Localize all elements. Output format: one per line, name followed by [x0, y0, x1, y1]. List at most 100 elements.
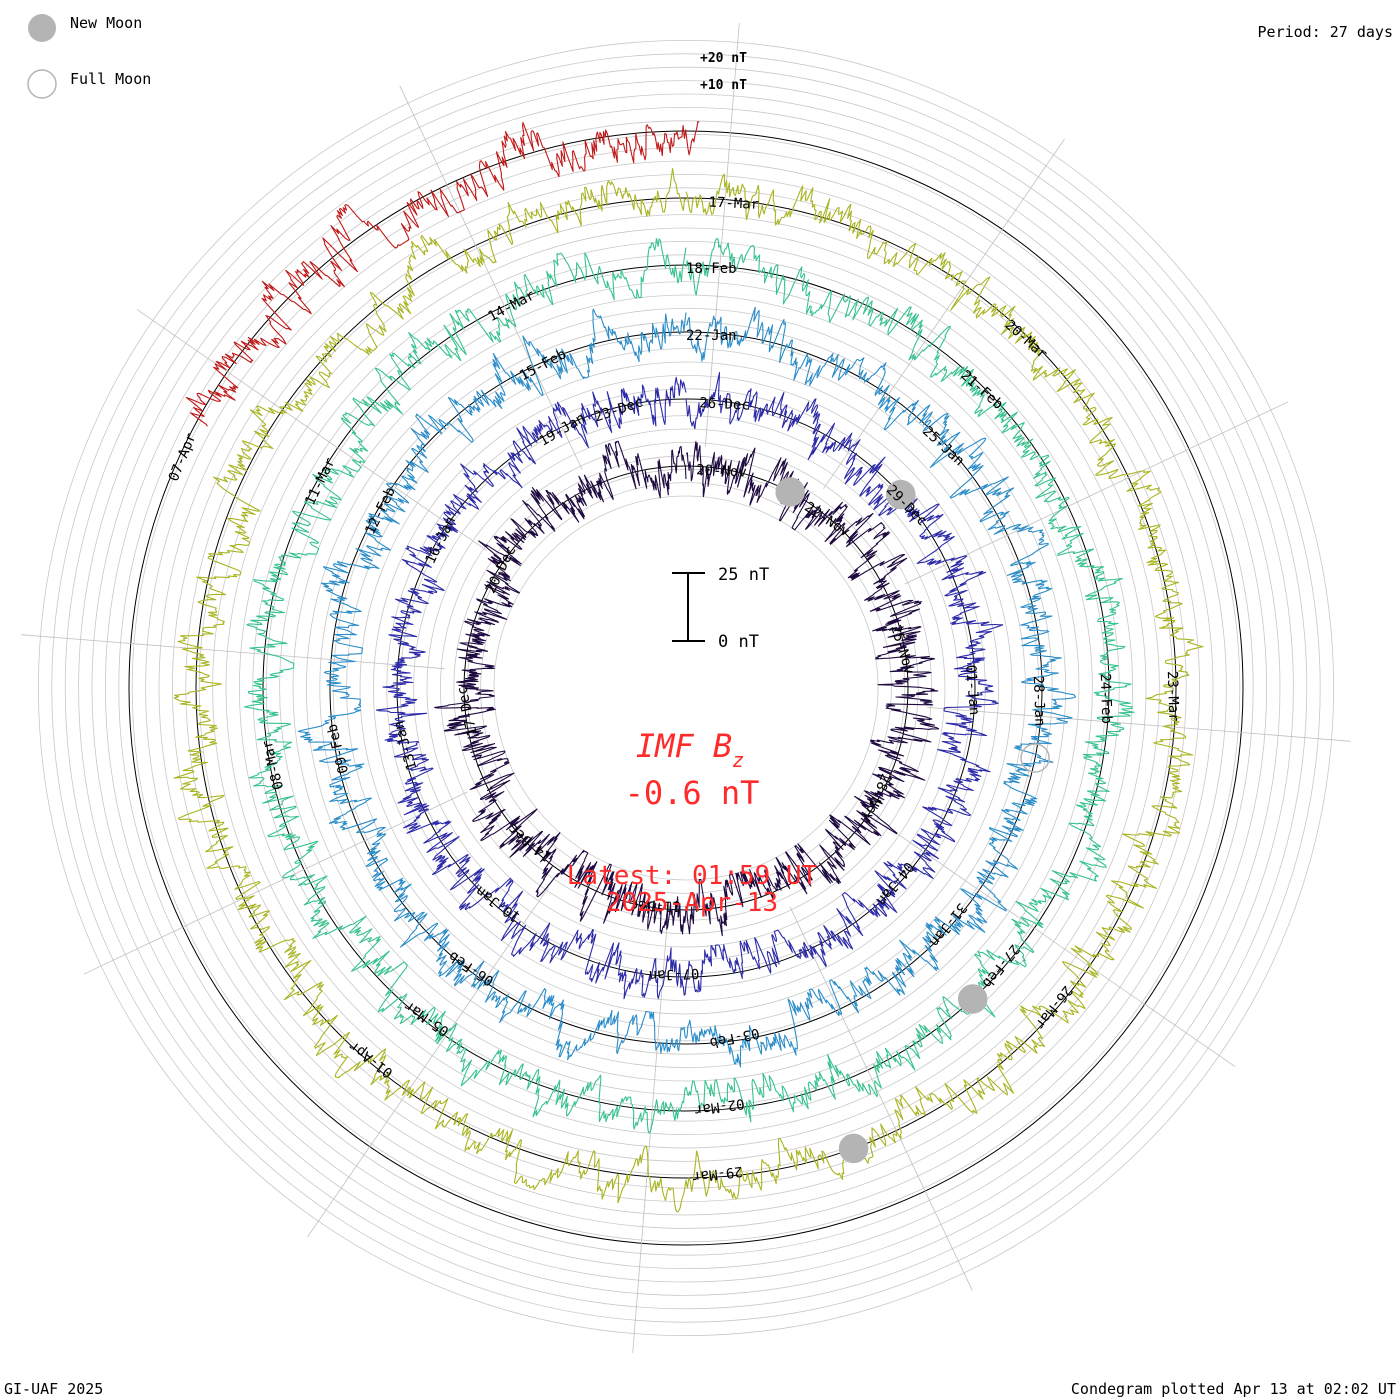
grid-ring [372, 374, 1000, 1002]
baseline-ring [128, 130, 1244, 1246]
series-layer [173, 121, 1204, 1213]
date-label: 19-Jan [537, 410, 589, 450]
grid-ring [185, 187, 1187, 1189]
grid-ring [453, 455, 919, 921]
grid-layer [38, 40, 1334, 1336]
grid-ring [91, 93, 1281, 1283]
grid-ring [38, 40, 1334, 1336]
grid-ring [131, 133, 1241, 1243]
grid-ring [439, 441, 933, 935]
date-label: 29-Mar [691, 1163, 743, 1185]
grid-ring [426, 428, 946, 948]
date-label: 28-Jan [1030, 675, 1048, 726]
grid-ring [158, 160, 1214, 1216]
grid-ring [279, 281, 1093, 1095]
grid-spoke [884, 825, 1236, 1067]
ring-label-plus10: +10 nT [700, 78, 747, 93]
date-label: 14-Mar [486, 287, 538, 325]
center-title: IMF Bz [636, 727, 744, 772]
center-title-subscript: z [732, 748, 744, 772]
new-moon-marker [838, 1133, 869, 1164]
date-label: 27-Feb [979, 941, 1023, 991]
latest-time: Latest: 01:59 UT [567, 861, 818, 891]
date-label: 24-Feb [1097, 673, 1115, 724]
date-label: 01-Apr [346, 1037, 396, 1080]
date-label: 28-Nov [859, 771, 894, 824]
new-moon-icon [28, 14, 56, 42]
grid-ring [172, 174, 1200, 1202]
series-trace-rotation-5 [185, 121, 700, 427]
grid-ring [64, 66, 1308, 1310]
date-label: 23-Mar [1164, 671, 1182, 722]
date-label: 31-Jan [926, 900, 970, 950]
series-trace-rotation-1 [375, 372, 1004, 1000]
grid-ring [252, 254, 1120, 1122]
latest-date: 2025-Apr-13 [606, 888, 778, 918]
new-moon-marker [957, 984, 988, 1014]
full-moon-marker [1020, 743, 1050, 773]
grid-ring [305, 307, 1067, 1069]
date-label: 21-Feb [957, 367, 1006, 412]
series-trace-rotation-0 [434, 440, 940, 937]
date-label: 26-Dec [699, 395, 750, 413]
date-label: 04-Jan [873, 859, 917, 909]
grid-spoke [632, 929, 668, 1353]
date-label: 20-Mar [1002, 317, 1051, 362]
date-label: 01-Jan [962, 664, 982, 716]
grid-ring [78, 80, 1294, 1296]
moon-layer [775, 477, 1050, 1164]
ring-label-plus20: +20 nT [700, 51, 747, 66]
grid-ring [359, 361, 1013, 1015]
date-label: 25-Nov [887, 623, 917, 676]
grid-spoke [307, 886, 549, 1238]
date-label: 17-Mar [708, 195, 759, 213]
full-moon-icon [27, 69, 57, 99]
spoke-layer [21, 23, 1351, 1353]
date-label: 26-Mar [1032, 982, 1076, 1032]
date-label: 02-Mar [693, 1095, 745, 1118]
scale-bar-bottom-label: 0 nT [718, 632, 759, 652]
grid-ring [265, 267, 1107, 1109]
series-trace-rotation-4 [173, 168, 1204, 1213]
grid-ring [332, 334, 1040, 1042]
center-value: -0.6 nT [625, 774, 760, 812]
date-label: 06-Feb [446, 948, 497, 989]
grid-spoke [823, 138, 1065, 490]
date-label: 16-Jan [423, 514, 460, 566]
date-label: 07-Jan [648, 965, 699, 983]
baseline-ring [195, 197, 1177, 1179]
date-label: 07-Apr [166, 431, 200, 484]
grid-ring [212, 214, 1160, 1162]
period-label: Period: 27 days [1258, 23, 1393, 41]
grid-spoke [399, 85, 583, 470]
footer-plot-time: Condegram plotted Apr 13 at 02:02 UT [1071, 1380, 1396, 1398]
new-moon-marker [886, 479, 916, 510]
scale-bar-top-label: 25 nT [718, 565, 769, 585]
date-label: 20-Nov [696, 462, 747, 480]
grid-spoke [904, 401, 1289, 585]
grid-ring [51, 53, 1321, 1323]
grid-ring [225, 227, 1147, 1149]
grid-spoke [789, 906, 973, 1291]
grid-spoke [136, 309, 488, 551]
grid-spoke [83, 791, 468, 975]
series-trace-rotation-3 [244, 237, 1135, 1134]
date-labels: 20-Nov22-Nov25-Nov28-Nov11-Dec14-Dec17-D… [166, 195, 1182, 1185]
center-title-main: IMF B [636, 727, 732, 765]
grid-spoke [704, 23, 740, 447]
grid-ring [118, 120, 1254, 1256]
new-moon-marker [775, 477, 805, 507]
series-trace-rotation-2 [297, 306, 1077, 1068]
scale-bar: 25 nT 0 nT [672, 565, 769, 652]
date-label: 05-Mar [401, 997, 452, 1039]
new-moon-legend-label: New Moon [70, 14, 142, 32]
grid-ring [145, 147, 1227, 1229]
date-label: 18-Feb [686, 261, 737, 277]
grid-ring [105, 107, 1267, 1269]
grid-ring [493, 495, 879, 881]
grid-spoke [21, 634, 445, 670]
grid-ring [413, 415, 959, 961]
grid-spoke [927, 706, 1351, 742]
grid-ring [238, 240, 1134, 1136]
